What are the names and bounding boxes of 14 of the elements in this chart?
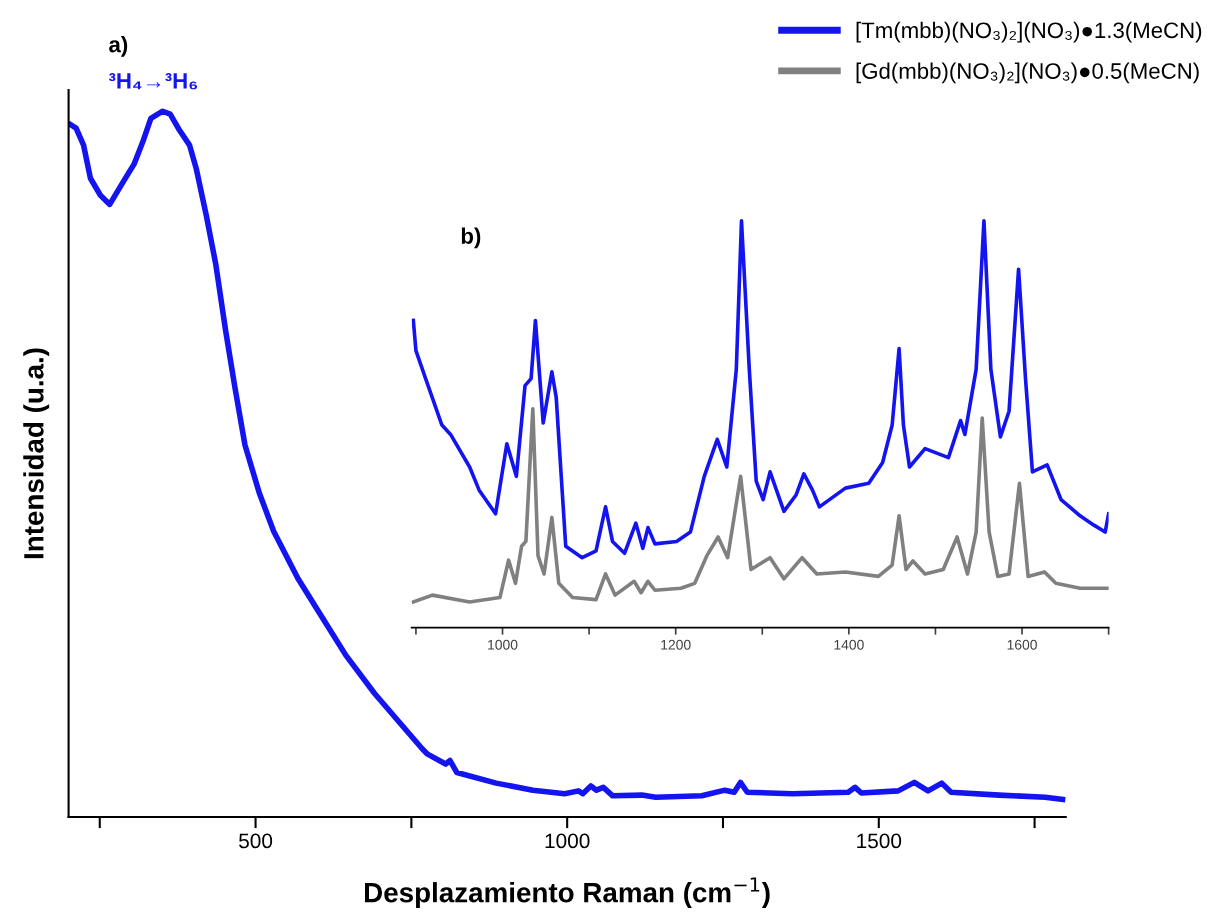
x-axis-title: Desplazamiento Raman (cm$^{−1}$) (365, 877, 770, 908)
y-axis-title: Intensidad (u.a.) (23, 348, 50, 559)
x-tick-label: 1600 (1007, 639, 1037, 650)
x-tick-label: 1400 (834, 639, 864, 650)
x-tick-label: 500 (239, 833, 273, 849)
legend-label: [Gd(mbb)(NO₃)₂](NO₃)●0.5(MeCN) (856, 62, 1199, 84)
x-tick-label: 1500 (857, 833, 902, 849)
x-tick-label: 1000 (488, 639, 518, 650)
annotation: b) (461, 227, 481, 249)
x-tick-label: 1200 (661, 639, 691, 650)
text: ³H₄→³H₆ (108, 73, 198, 90)
x-tick-label: 1000 (545, 833, 590, 849)
legend-label: [Tm(mbb)(NO₃)₂](NO₃)●1.3(MeCN) (856, 21, 1202, 43)
text: a) (109, 36, 128, 57)
